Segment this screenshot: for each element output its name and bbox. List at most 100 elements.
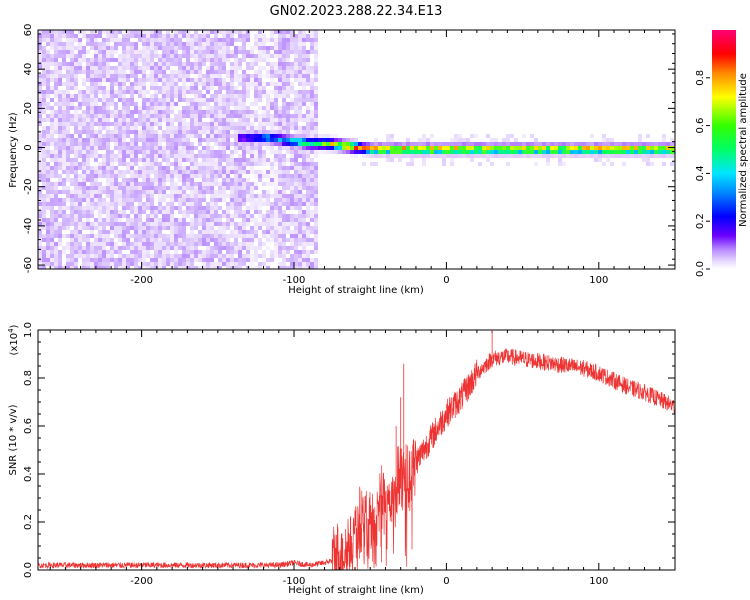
heatmap-cell — [366, 154, 370, 158]
heatmap-cell — [298, 250, 302, 254]
heatmap-cell — [222, 122, 226, 126]
heatmap-cell — [190, 254, 194, 258]
heatmap-cell — [278, 190, 282, 194]
heatmap-cell — [166, 210, 170, 214]
heatmap-cell — [302, 74, 306, 78]
heatmap-cell — [130, 70, 134, 74]
heatmap-cell — [214, 58, 218, 62]
heatmap-cell — [126, 78, 130, 82]
heatmap-cell — [126, 86, 130, 90]
heatmap-cell — [590, 154, 594, 158]
heatmap-cell — [38, 118, 42, 122]
heatmap-cell — [282, 190, 286, 194]
heatmap-cell — [246, 94, 250, 98]
heatmap-cell — [150, 82, 154, 86]
heatmap-cell — [206, 74, 210, 78]
heatmap-cell — [538, 150, 542, 154]
heatmap-cell — [178, 130, 182, 134]
heatmap-cell — [286, 202, 290, 206]
heatmap-cell — [270, 126, 274, 130]
heatmap-cell — [126, 150, 130, 154]
heatmap-cell — [150, 154, 154, 158]
heatmap-cell — [102, 258, 106, 262]
x-tick-label: -200 — [130, 576, 153, 587]
heatmap-cell — [242, 42, 246, 46]
heatmap-cell — [306, 106, 310, 110]
heatmap-cell — [82, 226, 86, 230]
heatmap-cell — [218, 138, 222, 142]
heatmap-cell — [146, 50, 150, 54]
heatmap-cell — [154, 242, 158, 246]
heatmap-cell — [170, 190, 174, 194]
heatmap-cell — [562, 142, 566, 146]
heatmap-cell — [226, 122, 230, 126]
heatmap-cell — [86, 146, 90, 150]
heatmap-cell — [122, 266, 126, 269]
heatmap-cell — [150, 254, 154, 258]
heatmap-cell — [82, 238, 86, 242]
heatmap-cell — [258, 170, 262, 174]
heatmap-cell — [194, 254, 198, 258]
heatmap-cell — [90, 194, 94, 198]
heatmap-cell — [110, 250, 114, 254]
heatmap-cell — [118, 210, 122, 214]
heatmap-cell — [162, 106, 166, 110]
heatmap-cell — [94, 174, 98, 178]
heatmap-cell — [270, 122, 274, 126]
heatmap-cell — [118, 154, 122, 158]
heatmap-cell — [234, 266, 238, 269]
heatmap-cell — [74, 214, 78, 218]
heatmap-cell — [310, 258, 314, 262]
heatmap-cell — [506, 162, 510, 166]
heatmap-cell — [42, 218, 46, 222]
heatmap-cell — [182, 130, 186, 134]
heatmap-cell — [150, 106, 154, 110]
heatmap-cell — [66, 54, 70, 58]
heatmap-cell — [302, 134, 306, 138]
heatmap-cell — [242, 190, 246, 194]
heatmap-cell — [54, 230, 58, 234]
heatmap-cell — [510, 146, 514, 150]
heatmap-cell — [178, 162, 182, 166]
heatmap-cell — [114, 74, 118, 78]
heatmap-cell — [314, 106, 318, 110]
heatmap-cell — [70, 134, 74, 138]
heatmap-cell — [54, 58, 58, 62]
heatmap-cell — [310, 262, 314, 266]
heatmap-cell — [270, 162, 274, 166]
heatmap-cell — [210, 138, 214, 142]
heatmap-cell — [238, 214, 242, 218]
heatmap-cell — [238, 174, 242, 178]
heatmap-cell — [122, 198, 126, 202]
heatmap-cell — [70, 74, 74, 78]
heatmap-cell — [306, 238, 310, 242]
heatmap-cell — [94, 106, 98, 110]
heatmap-cell — [222, 118, 226, 122]
heatmap-cell — [226, 250, 230, 254]
heatmap-cell — [126, 258, 130, 262]
heatmap-cell — [130, 182, 134, 186]
heatmap-cell — [266, 130, 270, 134]
heatmap-cell — [134, 162, 138, 166]
heatmap-cell — [198, 186, 202, 190]
heatmap-cell — [38, 90, 42, 94]
heatmap-cell — [90, 246, 94, 250]
heatmap-cell — [302, 146, 306, 150]
heatmap-cell — [302, 182, 306, 186]
heatmap-cell — [66, 178, 70, 182]
heatmap-cell — [114, 38, 118, 42]
heatmap-cell — [270, 54, 274, 58]
heatmap-cell — [314, 226, 318, 230]
heatmap-cell — [86, 242, 90, 246]
heatmap-cell — [86, 62, 90, 66]
heatmap-cell — [58, 62, 62, 66]
heatmap-cell — [42, 90, 46, 94]
heatmap-cell — [166, 250, 170, 254]
heatmap-cell — [50, 226, 54, 230]
heatmap-cell — [154, 90, 158, 94]
heatmap-cell — [190, 226, 194, 230]
heatmap-cell — [266, 182, 270, 186]
heatmap-cell — [54, 110, 58, 114]
heatmap-cell — [226, 82, 230, 86]
heatmap-cell — [170, 182, 174, 186]
